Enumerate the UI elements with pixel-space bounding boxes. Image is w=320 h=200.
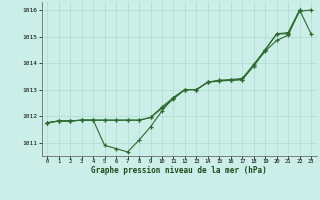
X-axis label: Graphe pression niveau de la mer (hPa): Graphe pression niveau de la mer (hPa): [91, 166, 267, 175]
